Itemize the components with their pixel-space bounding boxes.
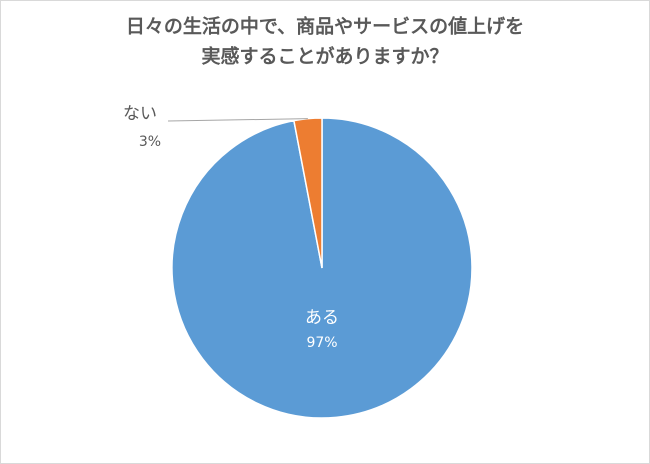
pie-slice — [293, 117, 323, 269]
chart-title: 実感することがありますか？ — [201, 45, 448, 68]
slice-label: ある — [305, 308, 339, 328]
slice-label: ない — [123, 104, 157, 124]
value-label: 3% — [139, 134, 161, 150]
leader-line — [167, 118, 308, 122]
chart-title: 日々の生活の中で、商品やサービスの値上げを — [126, 15, 524, 38]
value-label: 97% — [306, 335, 337, 351]
